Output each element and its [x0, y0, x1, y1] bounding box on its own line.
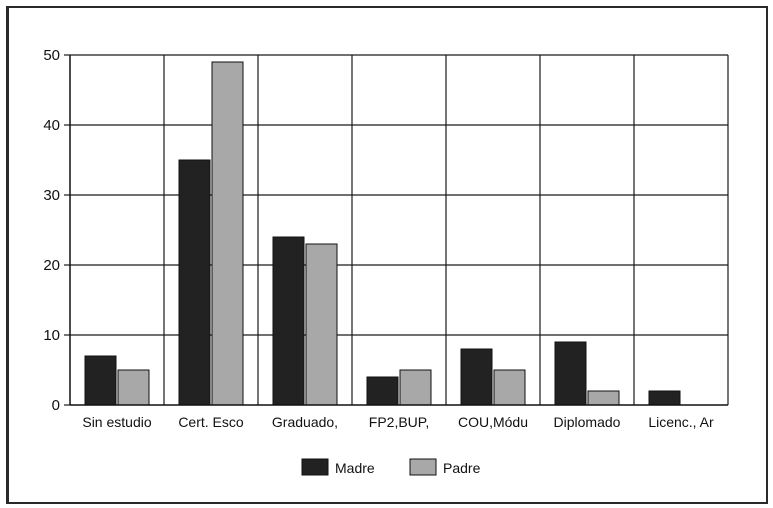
legend-label-madre: Madre [335, 460, 375, 476]
x-category-label: Graduado, [272, 414, 338, 430]
bar-padre-5 [587, 390, 620, 406]
bar-padre-0 [117, 369, 150, 406]
bar-padre-3 [399, 369, 432, 406]
legend-swatch-padre [409, 458, 437, 476]
grid-lines [70, 54, 729, 405]
bar-padre-1 [211, 61, 244, 406]
x-category-label: Cert. Esco [178, 414, 244, 430]
bar-madre-3 [366, 376, 399, 406]
legend-label-padre: Padre [443, 460, 481, 476]
bar-padre-2 [305, 243, 338, 406]
x-category-label: Sin estudio [82, 414, 151, 430]
x-category-label: Diplomado [554, 414, 621, 430]
axes [64, 54, 728, 406]
bar-madre-5 [554, 341, 587, 406]
y-tick-label: 30 [43, 187, 60, 204]
x-category-label: COU,Módu [458, 414, 528, 430]
bar-madre-2 [272, 236, 305, 406]
y-tick-label: 0 [52, 397, 60, 414]
x-category-label: FP2,BUP, [369, 414, 429, 430]
y-tick-label: 50 [43, 47, 60, 64]
chart-frame [6, 6, 768, 504]
y-tick-label: 20 [43, 257, 60, 274]
legend-swatch-madre [301, 458, 329, 476]
bar-padre-4 [493, 369, 526, 406]
y-tick-label: 10 [43, 327, 60, 344]
bar-madre-6 [648, 390, 681, 406]
bar-madre-0 [84, 355, 117, 406]
bars [84, 61, 681, 406]
y-tick-labels: 0 10 20 30 40 50 [43, 47, 60, 414]
x-category-label: Licenc., Ar [648, 414, 714, 430]
x-category-labels: Sin estudio Cert. Esco Graduado, FP2,BUP, CO… [82, 414, 714, 430]
legend: Madre Padre [301, 458, 481, 476]
bar-madre-4 [460, 348, 493, 406]
y-tick-label: 40 [43, 117, 60, 134]
bar-madre-1 [178, 159, 211, 406]
